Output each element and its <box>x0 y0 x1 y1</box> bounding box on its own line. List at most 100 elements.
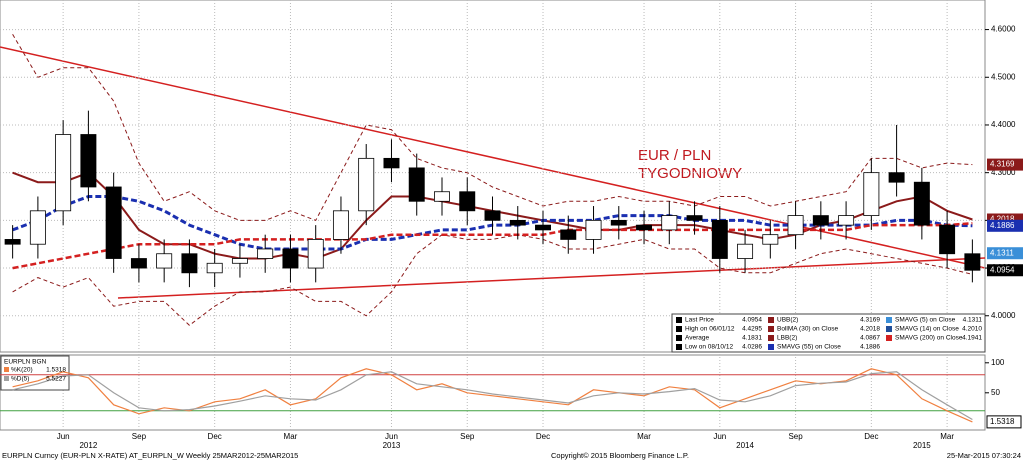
candle-body <box>332 210 349 240</box>
candle-body <box>307 239 324 269</box>
legend-value: 4.2018 <box>860 326 880 333</box>
price-tag <box>987 219 1023 232</box>
series-line <box>12 234 973 326</box>
legend-value: 4.1886 <box>860 344 880 351</box>
x-tick-label: Jun <box>385 432 398 441</box>
candle-body <box>282 248 299 269</box>
legend-label: Low on 08/10/12 <box>685 344 733 351</box>
y-tick-label: 100 <box>991 358 1005 367</box>
price-tag-label: 1.5318 <box>990 417 1015 426</box>
candle-body <box>964 253 981 271</box>
legend-swatch <box>4 367 9 372</box>
candle-body <box>863 172 880 216</box>
y-tick-label: 4.0000 <box>991 311 1016 320</box>
legend-label: BollMA (30) on Close <box>777 326 838 333</box>
x-tick-label: Jun <box>713 432 726 441</box>
candle-body <box>939 224 956 255</box>
series-line <box>12 221 973 270</box>
legend-swatch <box>768 344 774 350</box>
legend-value: 4.1311 <box>963 317 983 324</box>
candle-body <box>888 172 905 183</box>
legend-label: SMAVG (5) on Close <box>895 317 956 324</box>
footer: Copyright© 2015 Bloomberg Finance L.P. <box>551 451 689 460</box>
legend-swatch <box>676 335 682 341</box>
legend-label: SMAVG (14) on Close <box>895 326 959 333</box>
x-year-label: 2012 <box>79 441 97 450</box>
price-tag <box>986 415 1022 429</box>
legend-swatch <box>676 317 682 323</box>
candle-body <box>838 215 855 226</box>
x-tick-label: Dec <box>208 432 222 441</box>
candle-body <box>206 262 223 274</box>
price-tag <box>987 264 1023 277</box>
price-tag-label: 4.3169 <box>990 160 1015 169</box>
legend-value: 4.2010 <box>962 326 982 333</box>
annotation: EUR / PLN <box>638 147 711 164</box>
series-line <box>12 371 973 421</box>
series-line <box>12 368 973 423</box>
candle-body <box>812 215 829 226</box>
legend-swatch <box>676 326 682 332</box>
legend-swatch <box>768 335 774 341</box>
price-tag-label: 4.0954 <box>990 265 1015 274</box>
candle-body <box>737 243 754 259</box>
candle-body <box>130 258 147 269</box>
x-year-label: 2015 <box>913 441 931 450</box>
lower-title: EURPLN BGN <box>4 359 47 366</box>
candle-body <box>509 219 526 226</box>
candle-body <box>257 248 274 259</box>
main-panel <box>0 0 986 353</box>
x-tick-label: Mar <box>284 432 298 441</box>
legend-value: 5.5227 <box>46 376 66 383</box>
price-tag <box>987 158 1023 171</box>
x-tick-label: Sep <box>460 432 475 441</box>
candle-body <box>636 224 653 231</box>
candle-body <box>4 239 21 245</box>
x-tick-label: Sep <box>788 432 803 441</box>
y-tick-label: 4.6000 <box>991 25 1016 34</box>
candle-body <box>156 253 173 269</box>
legend-label: Last Price <box>685 317 714 324</box>
legend-value: 4.3169 <box>860 317 880 324</box>
x-tick-label: Dec <box>536 432 550 441</box>
footer: 25-Mar-2015 07:30:24 <box>947 451 1021 460</box>
candle-body <box>484 210 501 221</box>
price-tag <box>987 247 1023 260</box>
candle-body <box>80 134 97 188</box>
candle-body <box>459 191 476 212</box>
legend-value: 4.0286 <box>742 344 762 351</box>
candle-body <box>535 224 551 231</box>
candle-body <box>787 215 804 236</box>
candle-body <box>762 234 779 245</box>
x-tick-label: Jun <box>57 432 70 441</box>
y-tick-label: 4.3000 <box>991 168 1016 177</box>
y-tick-label: 50 <box>991 388 1000 397</box>
legend-swatch <box>768 326 774 332</box>
annotation: TYGODNIOWY <box>638 165 742 182</box>
lower-panel <box>0 354 986 431</box>
candle-body <box>358 157 375 212</box>
y-tick-label: 4.4000 <box>991 120 1016 129</box>
legend-swatch <box>886 326 892 332</box>
legend-value: 4.1941 <box>962 335 982 342</box>
candle-body <box>383 157 400 169</box>
price-tag-label: 4.1311 <box>990 248 1014 257</box>
price-tag-label: 4.1886 <box>990 221 1015 230</box>
legend-swatch <box>886 335 892 341</box>
legend-value: 4.4295 <box>742 326 762 333</box>
footer: EURPLN Curncy (EUR-PLN X-RATE) AT_EURPLN… <box>2 451 298 460</box>
candle-body <box>434 191 450 202</box>
price-tag-label: 4.2018 <box>990 215 1015 224</box>
legend-swatch <box>886 317 892 323</box>
legend-label: %K(20) <box>11 367 33 374</box>
x-year-label: 2014 <box>736 441 754 450</box>
candle-body <box>231 258 248 264</box>
candle-body <box>661 215 678 231</box>
legend-label: %D(5) <box>11 376 29 383</box>
x-year-label: 2013 <box>383 441 401 450</box>
x-tick-label: Mar <box>940 432 954 441</box>
x-tick-label: Sep <box>132 432 147 441</box>
legend-label: High on 06/01/12 <box>685 326 735 333</box>
legend-value: 4.0954 <box>742 317 762 324</box>
